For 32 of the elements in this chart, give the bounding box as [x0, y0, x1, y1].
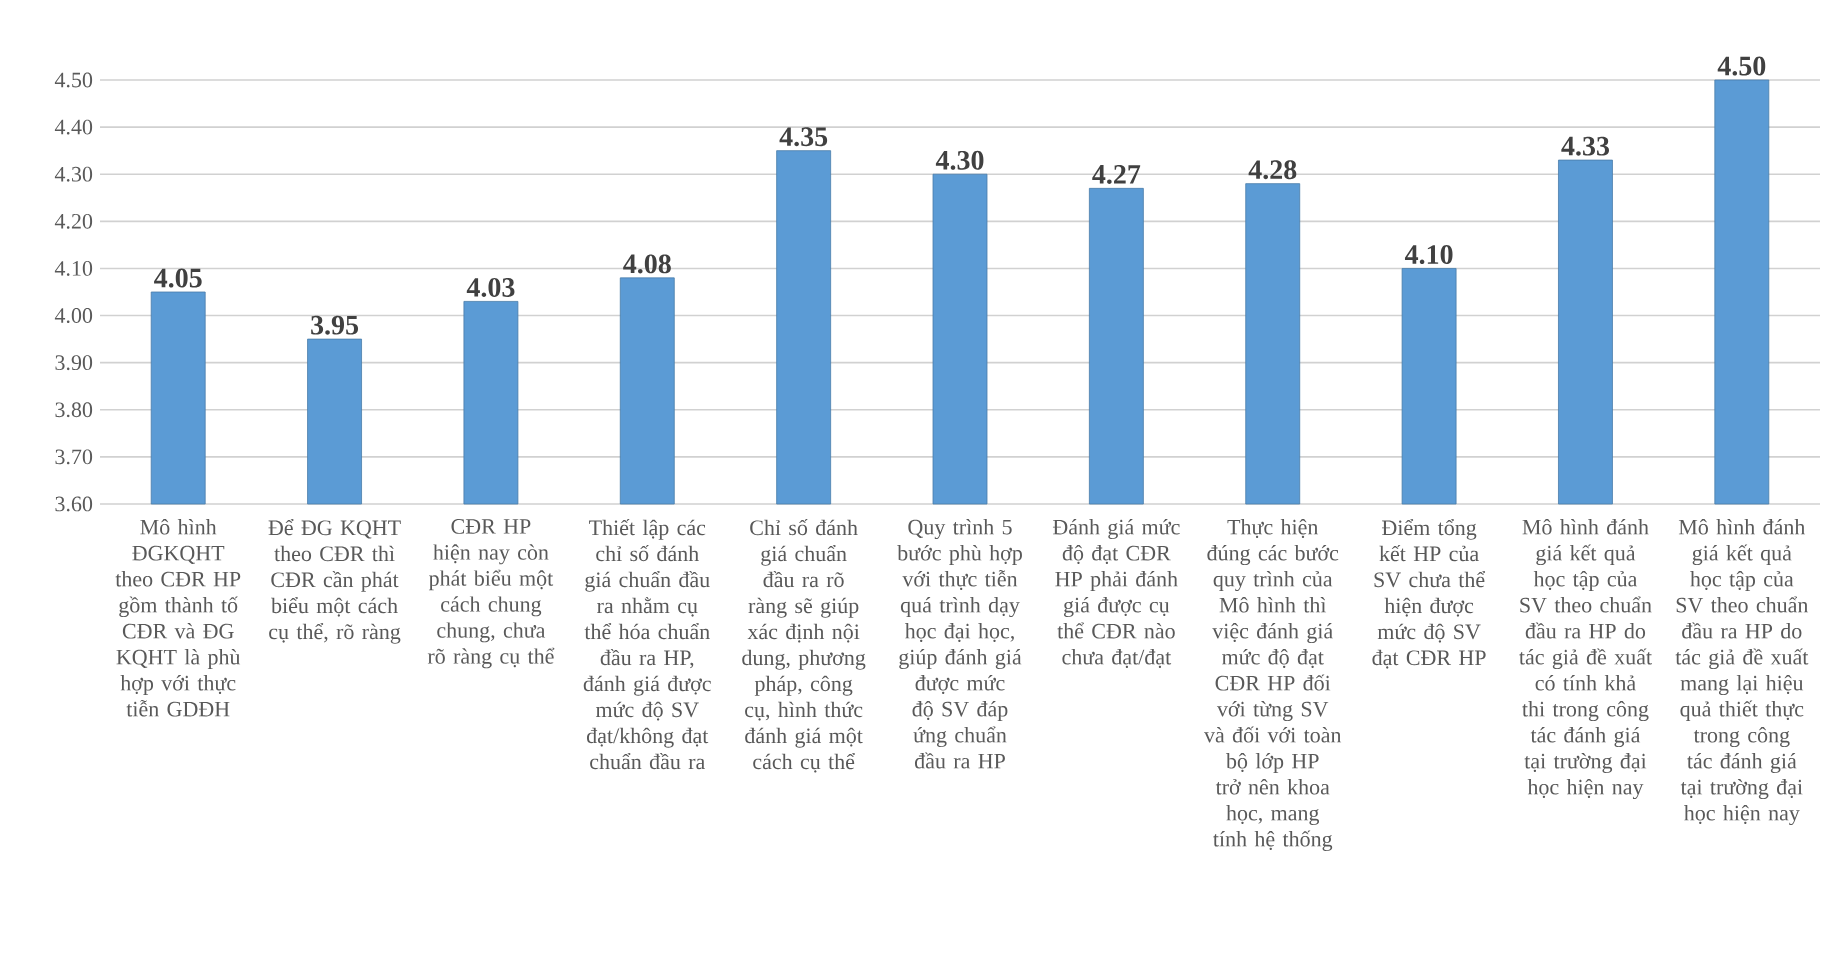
x-tick-label: Điểm tổng kết HP của SV chưa thể hiện được mức độ SV đạt CĐR HP — [1372, 519, 1486, 669]
y-tick-label: 3.70 — [55, 449, 93, 465]
data-label: 4.03 — [466, 277, 515, 298]
data-label: 4.50 — [1717, 56, 1766, 76]
data-label: 4.27 — [1092, 165, 1141, 184]
data-label: 4.05 — [154, 268, 202, 288]
y-tick-label: 4.50 — [54, 72, 93, 88]
y-tick-label: 3.90 — [55, 355, 93, 371]
y-tick-label: 3.60 — [55, 496, 93, 512]
data-label: 4.35 — [779, 127, 828, 147]
x-tick-label: CĐR HP hiện nay còn phát biểu một cách chung chung, chưa rõ ràng cụ thể — [427, 519, 555, 669]
data-label: 4.33 — [1561, 136, 1610, 156]
x-tick-label: Đánh giá mức độ đạt CĐR HP phải đánh giá được cụ thể CĐR nào chưa đạt/đạt — [1052, 519, 1180, 668]
category-label: Quy trình 5 bước phù hợp với thực tiễn quá trình dạy học đại học, giúp đánh giá được mức độ SV đáp ứng chuẩn đầu ra HP — [897, 519, 1022, 769]
y-tick-label: 4.30 — [54, 166, 93, 182]
data-label: 3.95 — [311, 315, 359, 335]
category-label: Thiết lập các chỉ số đánh giá chuẩn đầu ra nhằm cụ thể hóa chuẩn đầu ra HP, đánh giá được mức độ SV đạt/không đạt chuẩn đầu ra — [583, 519, 711, 770]
data-label: 4.10 — [1404, 245, 1453, 265]
data-label: 4.28 — [1248, 160, 1297, 180]
x-tick-label: Mô hình ĐGKQHT theo CĐR HP gồm thành tố CĐR và ĐG KQHT là phù hợp với thực tiễn GDĐH — [115, 519, 241, 717]
data-label: 4.30 — [935, 150, 984, 170]
category-label: Chỉ số đánh giá chuẩn đầu ra rõ ràng sẽ giúp xác định nội dung, phương pháp, công cụ, hình thức đánh giá một cách cụ thể — [742, 519, 866, 773]
y-tick-label: 3.80 — [55, 402, 93, 418]
y-tick-label: 4.20 — [54, 213, 93, 229]
y-tick-label: 4.10 — [54, 260, 93, 276]
y-tick-label: 4.00 — [54, 308, 93, 324]
x-tick-label: Để ĐG KQHT theo CĐR thì CĐR cần phát biểu một cách cụ thể, rõ ràng — [268, 519, 401, 644]
category-label: Mô hình đánh giá kết quả học tập của SV theo chuẩn đầu ra HP do tác giả đề xuất mang lại hiệu quả thiết thực trong công tác đánh giá tại trường đại học hiện nay — [1675, 519, 1809, 826]
category-label: Thực hiện đúng các bước quy trình của Mô hình thì việc đánh giá mức độ đạt CĐR HP đối với từng SV và đối với toàn bộ lớp HP trở nên khoa học, mang tính hệ thống — [1203, 519, 1342, 852]
category-label: Mô hình đánh giá kết quả học tập của SV theo chuẩn đầu ra HP do tác giả đề xuất có tính khả thi trong công tác đánh giá tại trường đại học hiện nay — [1519, 519, 1652, 800]
data-label: 4.08 — [623, 254, 671, 274]
y-tick-label: 4.40 — [54, 119, 93, 135]
